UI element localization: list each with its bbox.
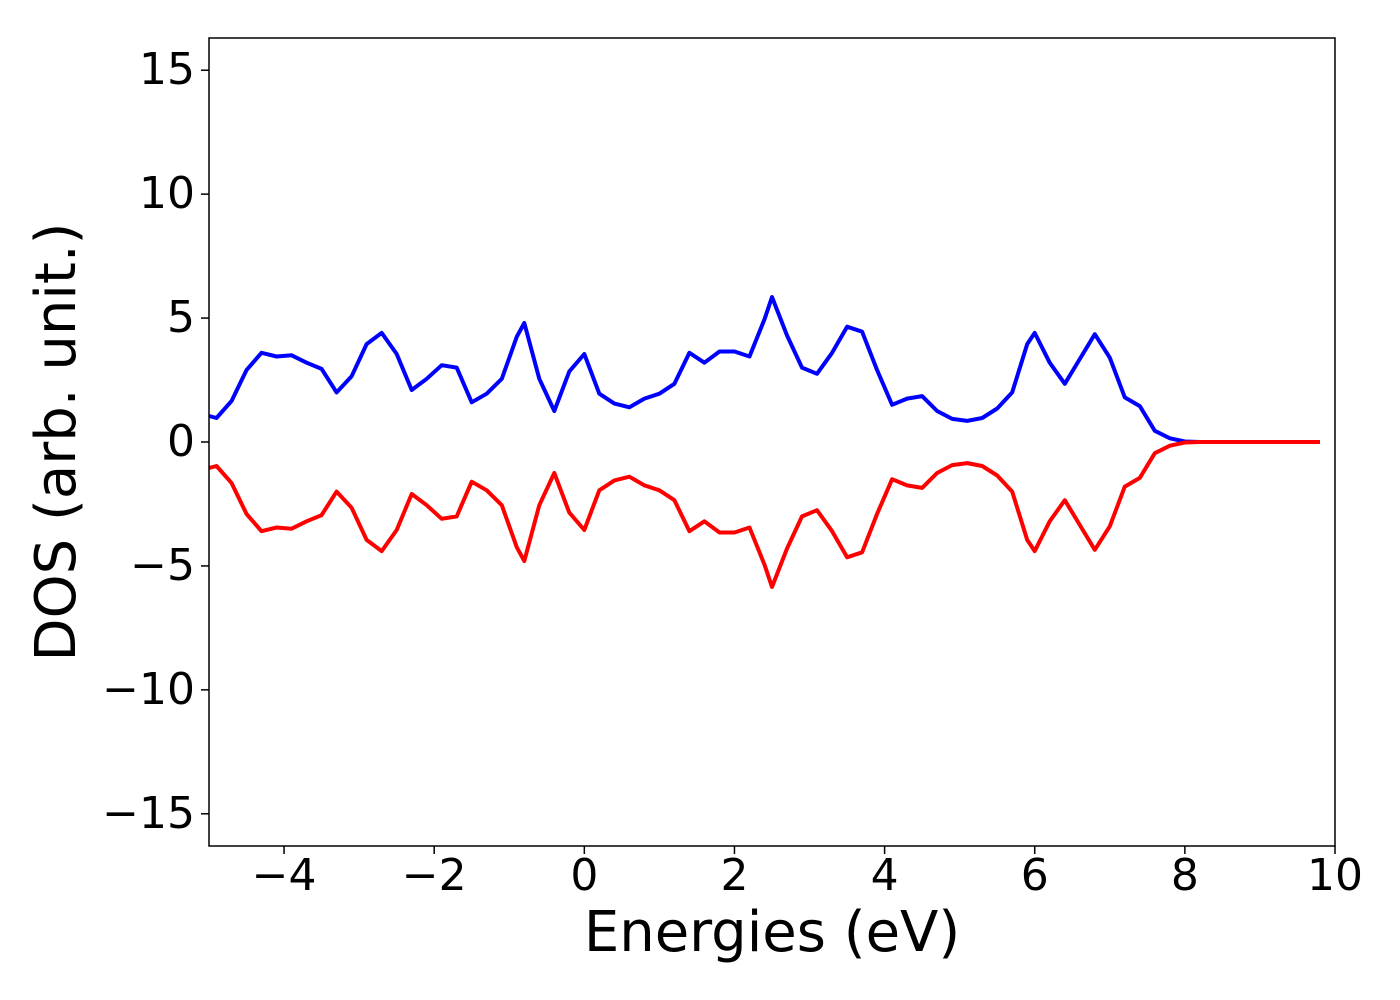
y-tick-label: −10 — [102, 664, 195, 715]
y-tick-label: 5 — [167, 292, 195, 343]
y-axis-label: DOS (arb. unit.) — [24, 222, 89, 661]
y-tick-label: 0 — [167, 416, 195, 467]
x-tick-label: 6 — [1021, 850, 1049, 901]
x-tick-label: 4 — [871, 850, 899, 901]
y-tick-label: 15 — [139, 44, 195, 95]
x-tick-label: 0 — [570, 850, 598, 901]
y-tick-label: −5 — [130, 540, 195, 591]
y-tick-label: −15 — [102, 788, 195, 839]
plot-frame — [208, 37, 1336, 847]
x-tick-label: 8 — [1171, 850, 1199, 901]
x-tick-label: −4 — [252, 850, 317, 901]
y-tick-label: 10 — [139, 168, 195, 219]
dos-line — [208, 440, 1320, 589]
dos-line — [208, 295, 1320, 444]
x-tick-label: 10 — [1307, 850, 1363, 901]
x-tick-label: 2 — [720, 850, 748, 901]
x-tick-label: −2 — [402, 850, 467, 901]
x-axis-label: Energies (eV) — [584, 900, 960, 965]
